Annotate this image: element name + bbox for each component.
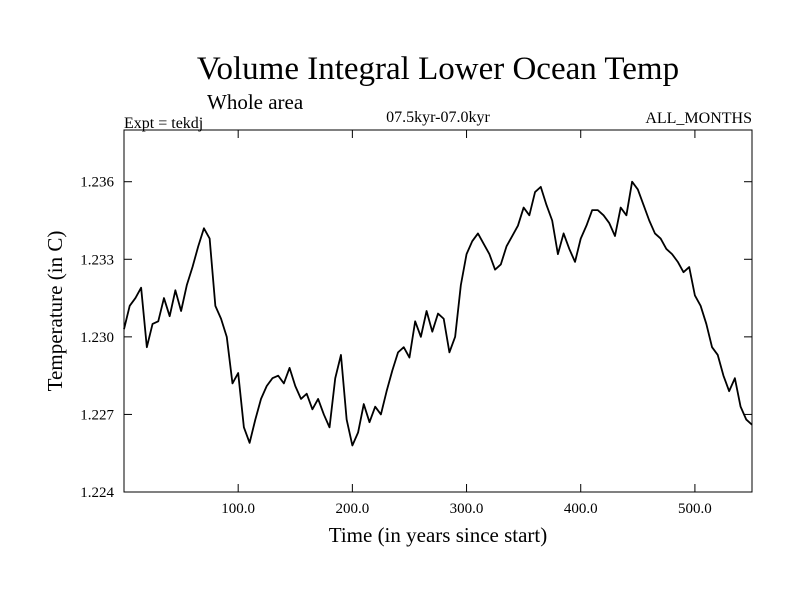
experiment-label: Expt = tekdj — [124, 115, 203, 132]
series-layer — [123, 180, 753, 447]
x-axis-ticks: 100.0 200.0 300.0 400.0 500.0 — [221, 130, 712, 517]
y-axis-ticks: 1.224 1.227 1.230 1.233 1.236 — [80, 175, 752, 501]
months-label: ALL_MONTHS — [645, 110, 752, 127]
series-line — [123, 180, 753, 447]
plot-frame — [123, 129, 753, 493]
y-tick-label: 1.236 — [80, 175, 114, 191]
x-tick-label: 200.0 — [335, 501, 369, 517]
chart-subtitle: Whole area — [207, 90, 304, 114]
y-axis-label: Temperature (in C) — [43, 231, 67, 392]
y-tick-label: 1.224 — [80, 485, 114, 501]
chart-title: Volume Integral Lower Ocean Temp — [197, 51, 679, 87]
y-tick-label: 1.227 — [80, 407, 114, 423]
y-tick-label: 1.230 — [80, 330, 114, 346]
y-tick-label: 1.233 — [80, 252, 114, 268]
x-tick-label: 100.0 — [221, 501, 255, 517]
x-tick-label: 300.0 — [450, 501, 484, 517]
x-tick-label: 400.0 — [564, 501, 598, 517]
x-axis-label: Time (in years since start) — [329, 523, 548, 547]
x-tick-label: 500.0 — [678, 501, 712, 517]
period-label: 07.5kyr-07.0kyr — [386, 109, 490, 126]
